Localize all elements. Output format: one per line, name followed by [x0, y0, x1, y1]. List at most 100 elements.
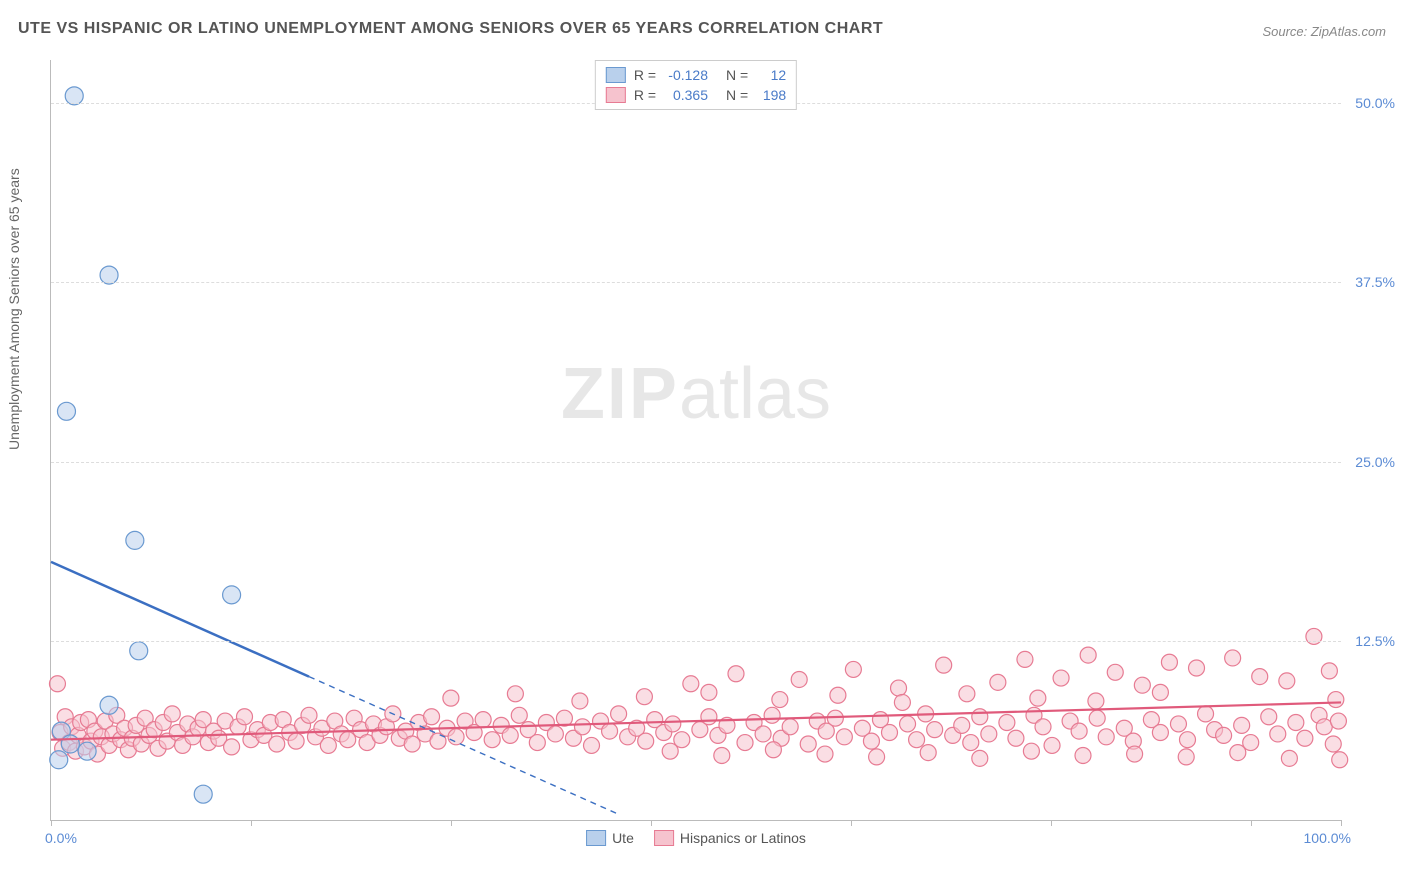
scatter-point	[1023, 743, 1039, 759]
scatter-point	[1134, 677, 1150, 693]
scatter-point	[574, 719, 590, 735]
scatter-point	[223, 586, 241, 604]
stats-legend-box: R = -0.128 N = 12 R = 0.365 N = 198	[595, 60, 797, 110]
scatter-point	[611, 706, 627, 722]
scatter-point	[475, 712, 491, 728]
y-tick-label: 25.0%	[1355, 454, 1395, 470]
scatter-point	[1152, 684, 1168, 700]
x-axis-start-label: 0.0%	[45, 830, 77, 846]
x-tick	[451, 820, 452, 826]
scatter-point	[1321, 663, 1337, 679]
scatter-point	[683, 676, 699, 692]
scatter-point	[638, 733, 654, 749]
scatter-point	[800, 736, 816, 752]
x-axis-end-label: 100.0%	[1304, 830, 1351, 846]
scatter-point	[443, 690, 459, 706]
scatter-point	[701, 684, 717, 700]
scatter-point	[869, 749, 885, 765]
scatter-point	[1281, 750, 1297, 766]
stats-row-ute: R = -0.128 N = 12	[606, 65, 786, 85]
scatter-point	[972, 709, 988, 725]
scatter-point	[1216, 727, 1232, 743]
scatter-point	[61, 735, 79, 753]
scatter-point	[602, 723, 618, 739]
scatter-point	[936, 657, 952, 673]
y-tick-label: 37.5%	[1355, 274, 1395, 290]
r-label: R =	[634, 85, 656, 105]
scatter-point	[1088, 693, 1104, 709]
scatter-point	[1279, 673, 1295, 689]
scatter-point	[100, 696, 118, 714]
scatter-point	[572, 693, 588, 709]
scatter-point	[891, 680, 907, 696]
scatter-point	[424, 709, 440, 725]
scatter-point	[836, 729, 852, 745]
scatter-point	[1252, 669, 1268, 685]
scatter-point	[1075, 747, 1091, 763]
x-tick	[851, 820, 852, 826]
legend-hispanic-label: Hispanics or Latinos	[680, 830, 806, 846]
ute-n-value: 12	[756, 65, 786, 85]
gridline	[51, 641, 1341, 642]
gridline	[51, 282, 1341, 283]
n-label: N =	[726, 85, 748, 105]
scatter-point	[662, 743, 678, 759]
scatter-point	[448, 729, 464, 745]
scatter-point	[502, 727, 518, 743]
scatter-point	[1053, 670, 1069, 686]
n-label: N =	[726, 65, 748, 85]
scatter-point	[772, 692, 788, 708]
scatter-point	[320, 737, 336, 753]
scatter-point	[1297, 730, 1313, 746]
scatter-point	[288, 733, 304, 749]
scatter-point	[714, 747, 730, 763]
scatter-point	[817, 746, 833, 762]
scatter-point	[1261, 709, 1277, 725]
scatter-point	[900, 716, 916, 732]
plot-area: ZIPatlas 12.5%25.0%37.5%50.0% 0.0% 100.0…	[50, 60, 1341, 821]
scatter-point	[845, 661, 861, 677]
x-tick	[1051, 820, 1052, 826]
y-tick-label: 12.5%	[1355, 633, 1395, 649]
scatter-point	[224, 739, 240, 755]
stats-row-hispanic: R = 0.365 N = 198	[606, 85, 786, 105]
scatter-point	[584, 737, 600, 753]
x-tick	[251, 820, 252, 826]
scatter-point	[301, 707, 317, 723]
scatter-point	[507, 686, 523, 702]
ute-r-value: -0.128	[664, 65, 708, 85]
scatter-point	[728, 666, 744, 682]
scatter-point	[1044, 737, 1060, 753]
scatter-point	[1161, 654, 1177, 670]
scatter-point	[1035, 719, 1051, 735]
scatter-point	[1008, 730, 1024, 746]
scatter-point	[863, 733, 879, 749]
trend-line	[51, 562, 309, 677]
scatter-point	[237, 709, 253, 725]
scatter-point	[49, 676, 65, 692]
scatter-point	[1017, 651, 1033, 667]
y-tick-label: 50.0%	[1355, 95, 1395, 111]
scatter-point	[981, 726, 997, 742]
scatter-point	[959, 686, 975, 702]
scatter-point	[1288, 714, 1304, 730]
scatter-point	[990, 674, 1006, 690]
scatter-point	[665, 716, 681, 732]
scatter-point	[963, 735, 979, 751]
scatter-point	[894, 694, 910, 710]
hispanic-swatch-icon	[654, 830, 674, 846]
ute-swatch-icon	[586, 830, 606, 846]
scatter-point	[269, 736, 285, 752]
scatter-point	[194, 785, 212, 803]
scatter-point	[972, 750, 988, 766]
scatter-point	[791, 671, 807, 687]
y-axis-label: Unemployment Among Seniors over 65 years	[6, 168, 22, 450]
chart-title: UTE VS HISPANIC OR LATINO UNEMPLOYMENT A…	[18, 20, 883, 38]
scatter-point	[882, 725, 898, 741]
scatter-point	[782, 719, 798, 735]
scatter-point	[1328, 692, 1344, 708]
bottom-legend: Ute Hispanics or Latinos	[586, 830, 806, 846]
gridline	[51, 462, 1341, 463]
scatter-point	[1230, 745, 1246, 761]
x-tick	[651, 820, 652, 826]
